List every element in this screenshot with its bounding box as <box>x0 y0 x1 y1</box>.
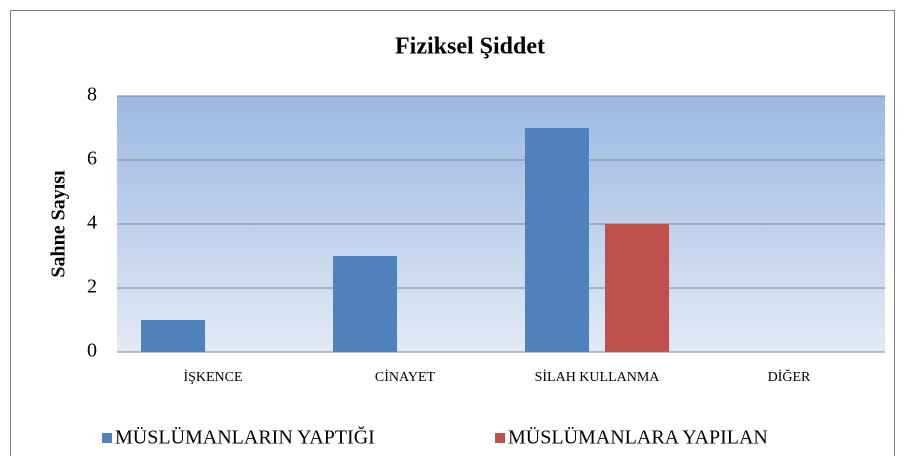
legend-swatch <box>102 433 112 443</box>
legend-swatch <box>495 433 505 443</box>
x-tick-label: CİNAYET <box>375 369 436 385</box>
x-tick-label: DİĞER <box>768 368 811 385</box>
y-tick-label: 4 <box>87 212 97 234</box>
legend-label: MÜSLÜMANLARIN YAPTIĞI <box>115 426 375 449</box>
y-tick-label: 2 <box>87 276 97 298</box>
y-tick-label: 6 <box>87 148 97 170</box>
x-tick-label: SİLAH KULLANMA <box>535 369 661 385</box>
legend-label: MÜSLÜMANLARA YAPILAN <box>508 426 768 449</box>
bar <box>333 256 397 352</box>
y-tick-label: 8 <box>87 84 97 106</box>
bar <box>141 320 205 352</box>
y-axis-label: Sahne Sayısı <box>48 170 70 278</box>
chart-title: Fiziksel Şiddet <box>395 34 545 60</box>
chart-border <box>10 10 895 456</box>
bar <box>605 224 669 352</box>
bar <box>525 128 589 352</box>
x-tick-label: İŞKENCE <box>183 369 242 385</box>
y-tick-label: 0 <box>87 340 97 362</box>
